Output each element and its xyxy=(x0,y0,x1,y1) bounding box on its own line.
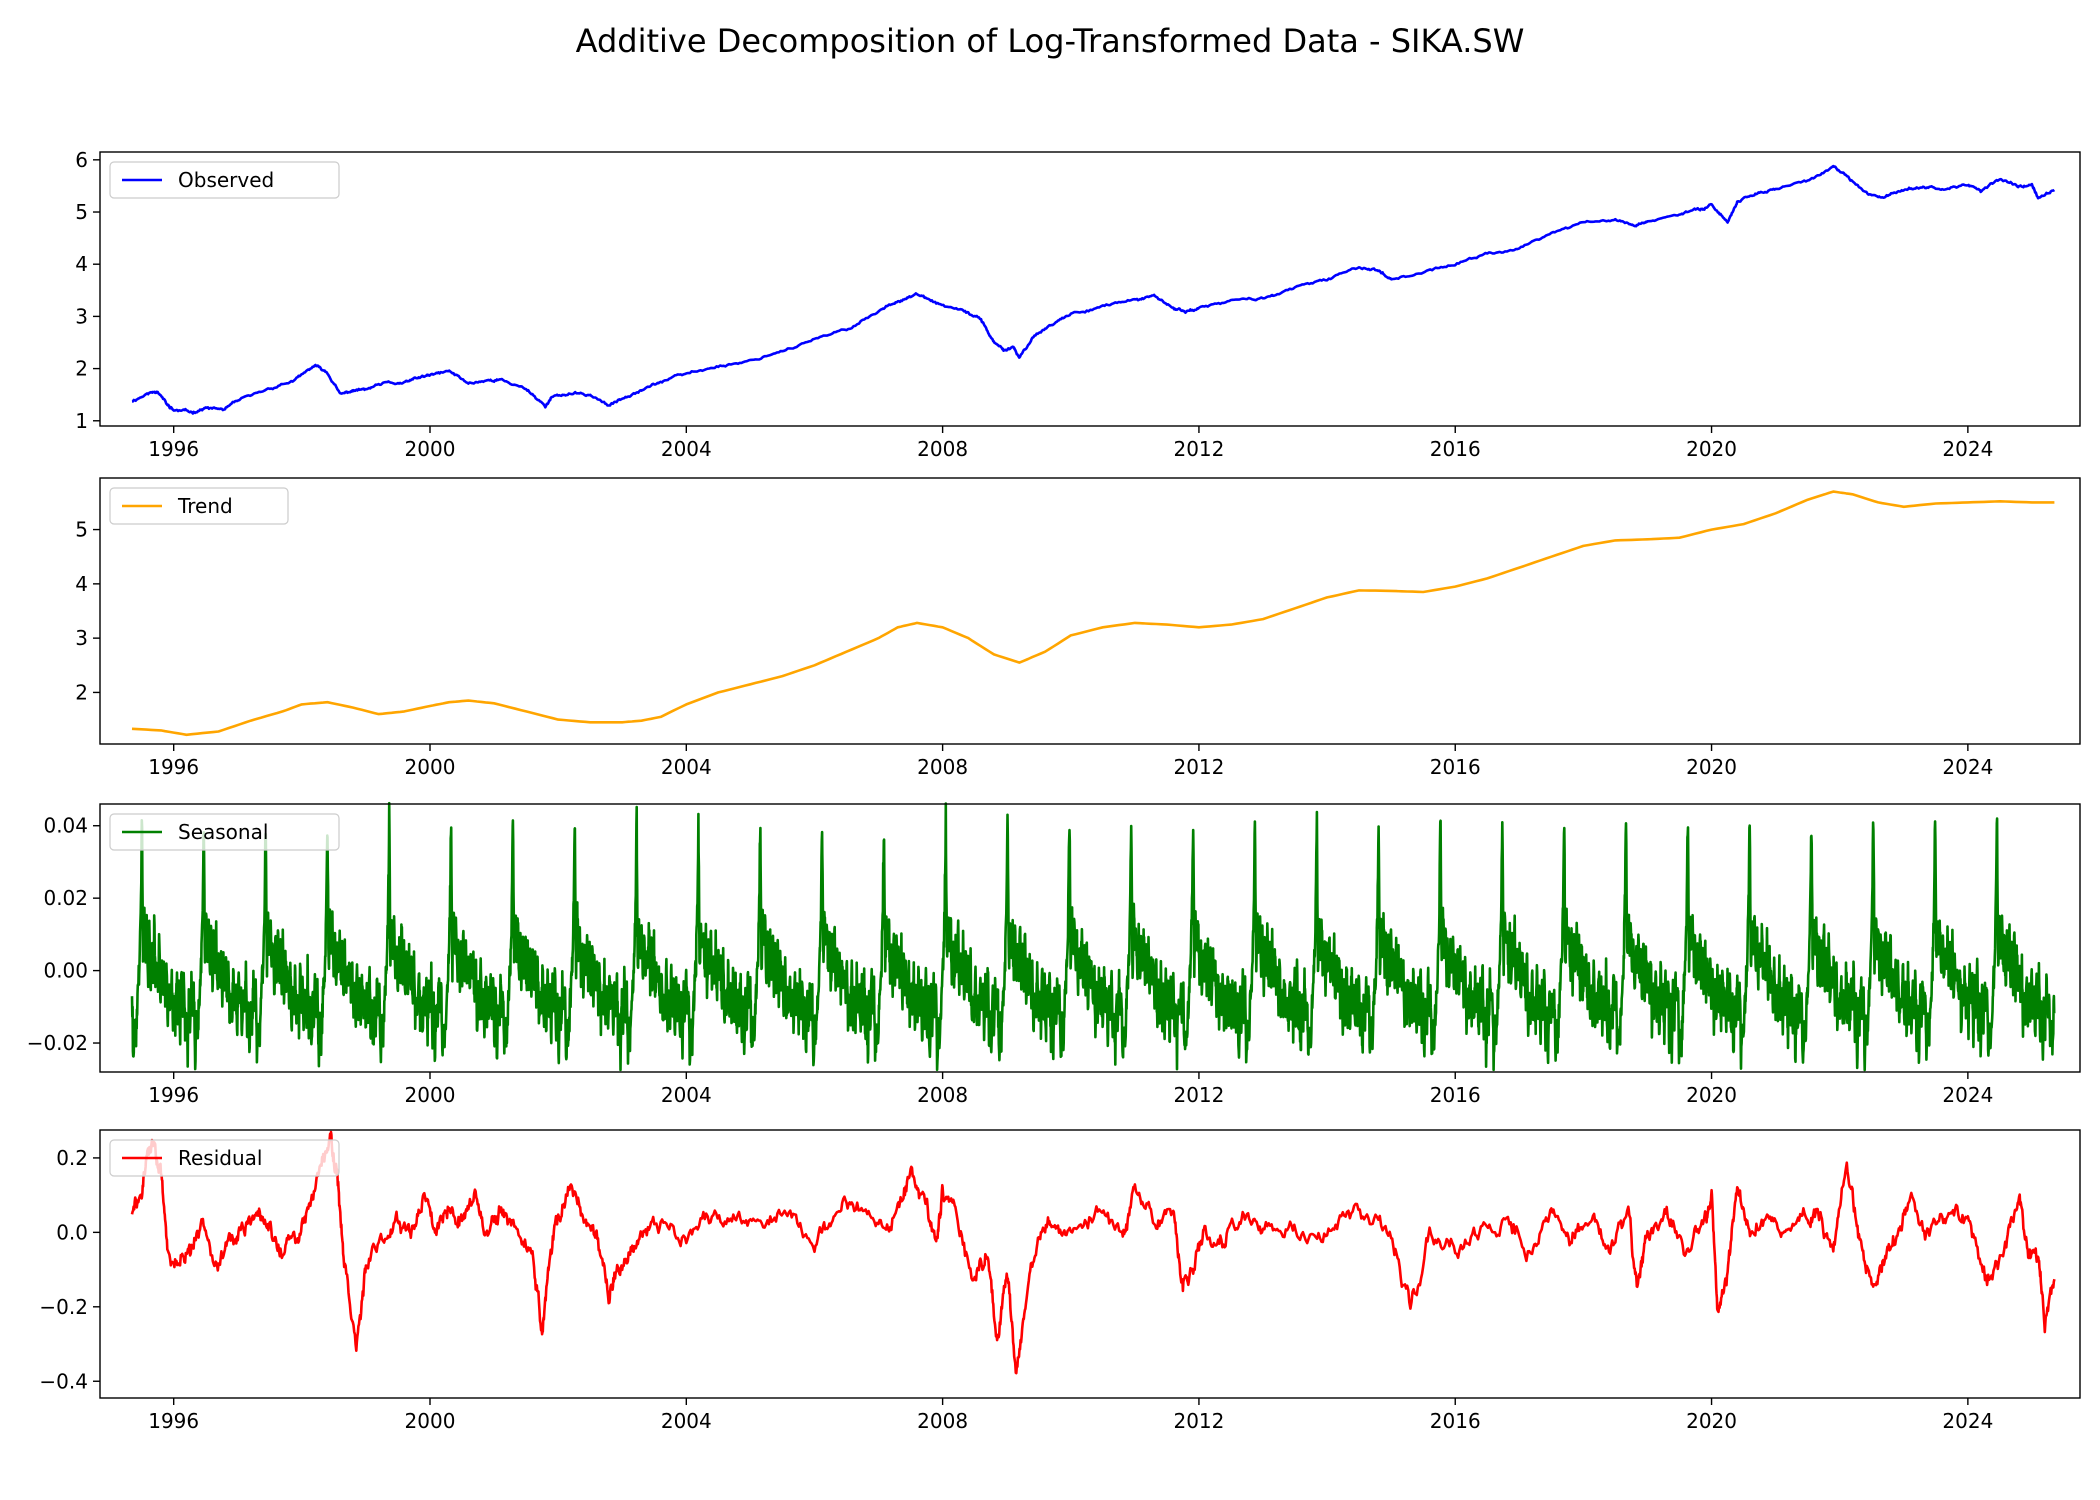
y-tick-label: 3 xyxy=(75,304,88,328)
x-tick-label: 2008 xyxy=(917,755,968,779)
x-tick-label: 2000 xyxy=(405,1083,456,1107)
x-tick-label: 2016 xyxy=(1430,755,1481,779)
axes-frame xyxy=(99,1129,2081,1399)
x-tick-label: 2012 xyxy=(1173,437,1224,461)
legend-observed: Observed xyxy=(109,161,340,199)
axes-frame xyxy=(99,477,2081,745)
residual-panel: 1996 2000 2004 2008 2012 2016 2020 2024 −0.4 −0.2… xyxy=(39,1129,2081,1433)
legend-box xyxy=(109,1139,340,1177)
y-tick-label: 2 xyxy=(75,357,88,381)
x-tick-label: 2000 xyxy=(405,1409,456,1433)
legend-residual: Residual xyxy=(109,1139,340,1177)
x-tick-label: 2016 xyxy=(1430,1409,1481,1433)
series-line-trend xyxy=(131,490,2055,737)
legend-box xyxy=(109,161,340,199)
legend-box xyxy=(109,813,340,851)
legend-label: Seasonal xyxy=(178,820,268,844)
observed-panel: 1996 2000 2004 2008 2012 2016 2020 2024 1 2 3 4 5 6 Ob… xyxy=(75,148,2081,461)
x-tick-label: 2012 xyxy=(1173,755,1224,779)
legend-box xyxy=(109,487,289,525)
x-tick-label: 2008 xyxy=(917,437,968,461)
x-tick-label: 1996 xyxy=(148,755,199,779)
x-tick-label: 2020 xyxy=(1686,1409,1737,1433)
y-tick-label: 0.2 xyxy=(56,1146,88,1170)
y-tick-label: 3 xyxy=(75,626,88,650)
x-tick-label: 1996 xyxy=(148,437,199,461)
x-tick-label: 2016 xyxy=(1430,1083,1481,1107)
x-tick-label: 1996 xyxy=(148,1083,199,1107)
x-tick-label: 2004 xyxy=(661,1409,712,1433)
x-tick-label: 1996 xyxy=(148,1409,199,1433)
y-tick-label: 1 xyxy=(75,409,88,433)
x-tick-label: 2024 xyxy=(1942,1409,1993,1433)
figure-title: Additive Decomposition of Log-Transforme… xyxy=(575,22,1525,60)
x-tick-label: 2000 xyxy=(405,755,456,779)
legend-trend: Trend xyxy=(109,487,289,525)
y-tick-label: 6 xyxy=(75,148,88,172)
axes-frame xyxy=(99,151,2081,427)
x-tick-label: 2024 xyxy=(1942,755,1993,779)
x-tick-label: 2004 xyxy=(661,437,712,461)
trend-panel: 1996 2000 2004 2008 2012 2016 2020 2024 2 3 4 5 Tren… xyxy=(75,477,2081,779)
axes-frame xyxy=(99,803,2081,1073)
y-tick-label: 0.02 xyxy=(43,886,88,910)
legend-label: Residual xyxy=(178,1146,262,1170)
y-tick-label: 4 xyxy=(75,252,88,276)
y-tick-label: 5 xyxy=(75,518,88,542)
y-tick-label: −0.4 xyxy=(39,1369,88,1393)
seasonal-panel: 1996 2000 2004 2008 2012 2016 2020 2024 −0.02 0.0… xyxy=(27,801,2081,1107)
series-line-residual xyxy=(130,1130,2056,1375)
series-line-observed xyxy=(131,164,2056,415)
x-tick-label: 2000 xyxy=(405,437,456,461)
y-tick-label: 0.0 xyxy=(56,1220,88,1244)
legend-label: Trend xyxy=(177,494,233,518)
y-tick-label: 0.00 xyxy=(43,959,88,983)
y-tick-label: −0.02 xyxy=(27,1031,88,1055)
series-line-seasonal xyxy=(130,801,2056,1072)
x-tick-label: 2020 xyxy=(1686,755,1737,779)
y-tick-label: 4 xyxy=(75,572,88,596)
y-tick-label: 2 xyxy=(75,680,88,704)
x-tick-label: 2016 xyxy=(1430,437,1481,461)
x-tick-label: 2004 xyxy=(661,755,712,779)
x-tick-label: 2020 xyxy=(1686,1083,1737,1107)
y-tick-label: 5 xyxy=(75,200,88,224)
x-tick-label: 2004 xyxy=(661,1083,712,1107)
x-tick-label: 2012 xyxy=(1173,1083,1224,1107)
x-tick-label: 2020 xyxy=(1686,437,1737,461)
x-tick-label: 2008 xyxy=(917,1083,968,1107)
x-tick-label: 2024 xyxy=(1942,437,1993,461)
x-tick-label: 2024 xyxy=(1942,1083,1993,1107)
y-tick-label: −0.2 xyxy=(39,1295,88,1319)
legend-seasonal: Seasonal xyxy=(109,813,340,851)
x-tick-label: 2012 xyxy=(1173,1409,1224,1433)
legend-label: Observed xyxy=(178,168,274,192)
y-tick-label: 0.04 xyxy=(43,814,88,838)
x-tick-label: 2008 xyxy=(917,1409,968,1433)
